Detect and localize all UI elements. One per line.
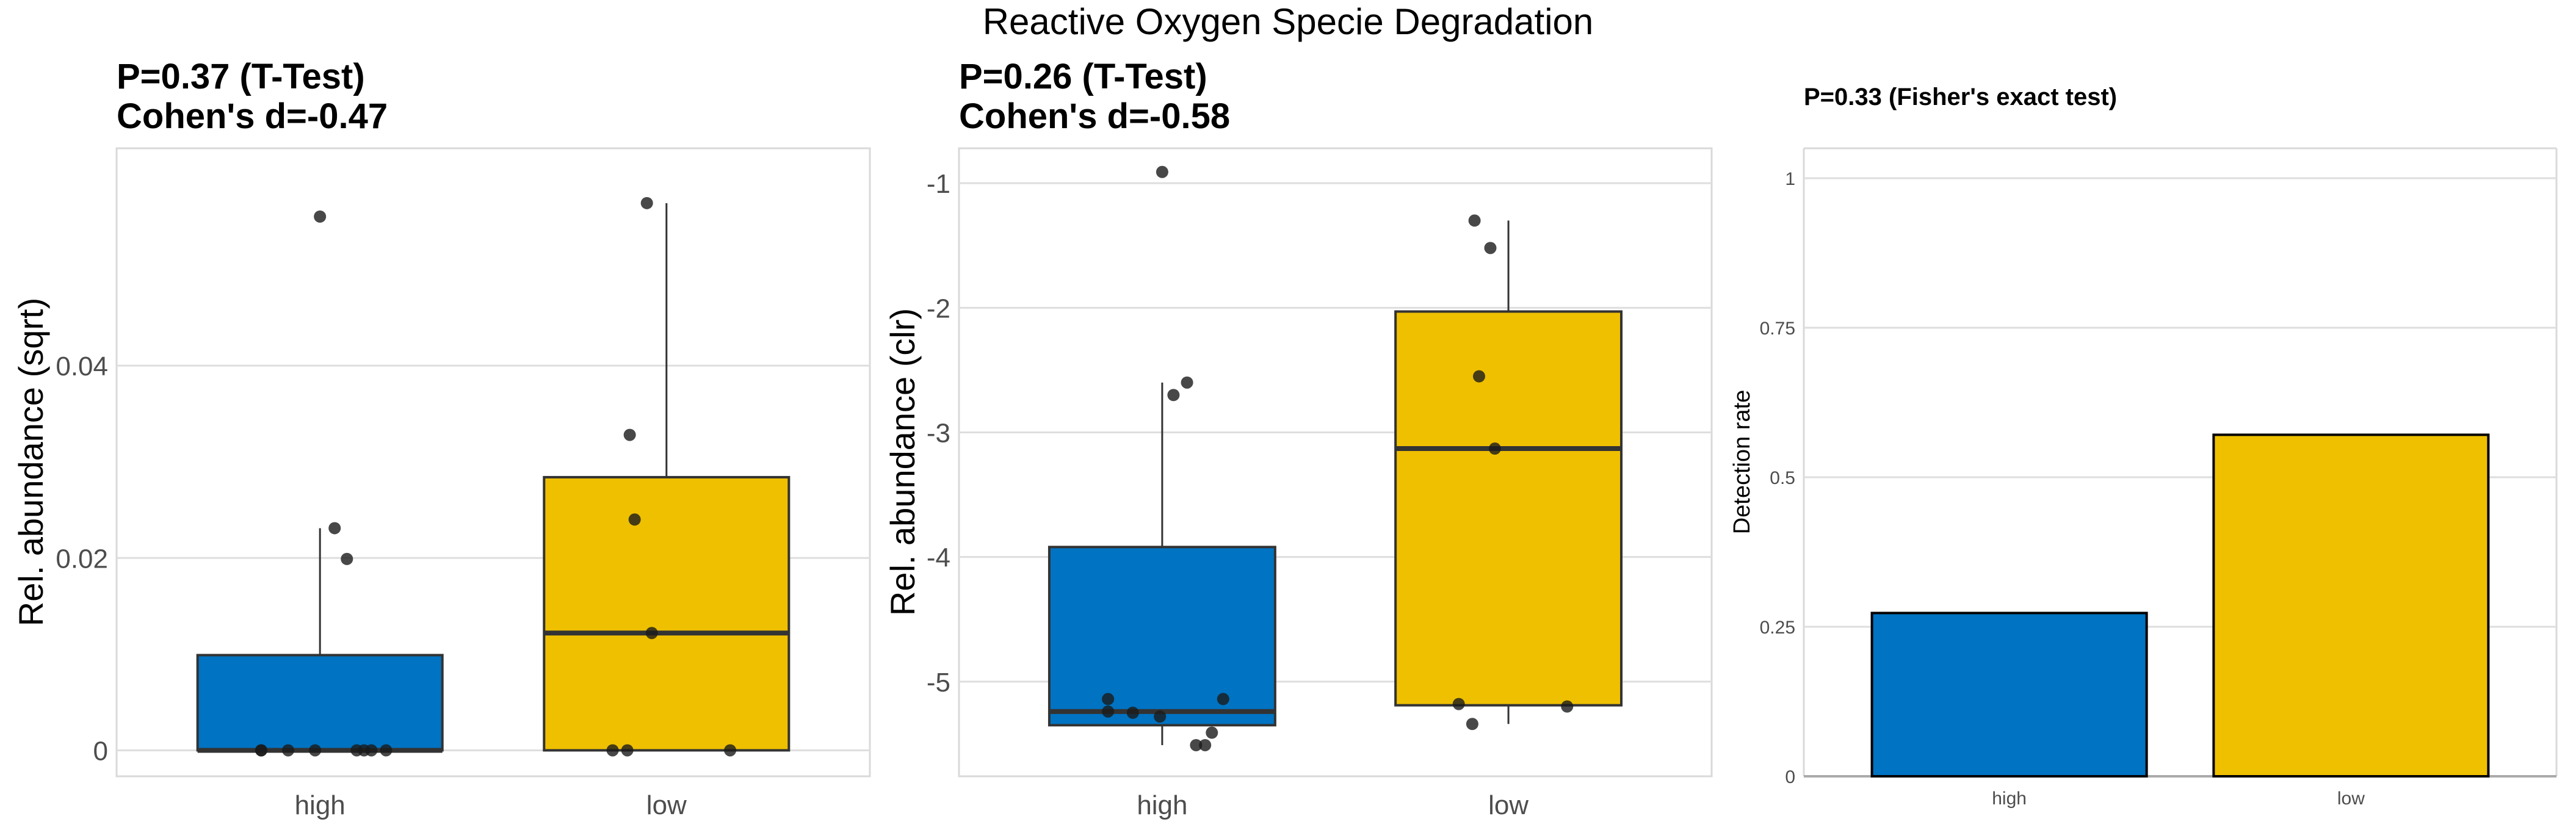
- data-point-low: [1484, 242, 1497, 254]
- data-point-low: [724, 744, 737, 757]
- data-point-high: [1217, 693, 1229, 706]
- x-tick-label-low: low: [2337, 789, 2365, 809]
- y-tick-label: -5: [927, 668, 950, 698]
- panel-clr-abundance: P=0.26 (T-Test) Cohen's d=-0.58 Rel. abu…: [883, 57, 1713, 820]
- y-tick-label: 1: [1785, 169, 1795, 189]
- data-point-high: [341, 552, 353, 565]
- plot-panel-border: [115, 147, 871, 778]
- data-point-high: [380, 744, 393, 757]
- panel-2-title-pvalue: P=0.26 (T-Test): [959, 57, 1207, 96]
- data-point-high: [282, 744, 295, 757]
- y-tick-label: -3: [927, 419, 950, 449]
- data-point-low: [623, 428, 636, 441]
- data-point-high: [1181, 376, 1193, 389]
- panel-2-y-axis-label: Rel. abundance (clr): [883, 308, 922, 616]
- data-point-low: [628, 513, 641, 526]
- y-tick-label: 0: [93, 736, 108, 766]
- panel-3-y-axis-label: Detection rate: [1729, 390, 1755, 535]
- data-point-high: [309, 744, 322, 757]
- box-high: [196, 654, 444, 752]
- panel-3-title: P=0.33 (Fisher's exact test): [1804, 84, 2117, 110]
- x-tick-label-high: high: [295, 790, 346, 820]
- data-point-high: [1154, 710, 1167, 723]
- y-tick-label: 0.5: [1770, 468, 1795, 488]
- data-point-high: [314, 210, 327, 223]
- y-tick-label: -2: [927, 294, 950, 323]
- data-point-low: [1466, 718, 1478, 731]
- data-point-high: [1167, 389, 1180, 402]
- panel-2-title-cohens-d: Cohen's d=-0.58: [959, 96, 1230, 136]
- data-point-high: [1206, 726, 1218, 739]
- data-point-low: [1561, 700, 1574, 713]
- data-point-high: [1126, 706, 1139, 719]
- data-point-low: [621, 744, 634, 757]
- data-point-high: [255, 744, 267, 757]
- data-point-low: [1452, 698, 1465, 710]
- data-point-low: [606, 744, 619, 757]
- y-tick-label: 0: [1785, 767, 1795, 787]
- box-high: [1047, 546, 1276, 727]
- x-tick-label-high: high: [1137, 790, 1187, 820]
- y-tick-label: 0.04: [56, 352, 108, 381]
- data-point-high: [1190, 738, 1203, 751]
- data-point-low: [1488, 442, 1501, 455]
- y-tick-label: 0.02: [56, 544, 108, 574]
- data-point-high: [365, 744, 378, 757]
- y-tick-label: -1: [927, 169, 950, 199]
- panel-sqrt-abundance: P=0.37 (T-Test) Cohen's d=-0.47 Rel. abu…: [12, 57, 871, 820]
- y-tick-label: 0.25: [1760, 618, 1795, 638]
- bar-high: [1870, 612, 2148, 778]
- data-point-high: [1199, 738, 1212, 751]
- x-tick-label-high: high: [1992, 789, 2027, 809]
- data-point-high: [1102, 693, 1115, 706]
- data-point-low: [1468, 214, 1481, 227]
- box-low: [543, 475, 791, 752]
- data-point-low: [640, 197, 653, 209]
- panel-1-title-pvalue: P=0.37 (T-Test): [117, 57, 365, 96]
- y-tick-label: 0.75: [1760, 319, 1795, 339]
- data-point-high: [1156, 165, 1168, 178]
- x-tick-label-low: low: [1488, 790, 1529, 820]
- figure-title: Reactive Oxygen Specie Degradation: [983, 1, 1594, 42]
- y-tick-label: -4: [927, 543, 950, 573]
- data-point-high: [328, 522, 341, 535]
- data-point-low: [645, 627, 658, 640]
- data-point-low: [1473, 370, 1486, 383]
- panel-1-y-axis-label: Rel. abundance (sqrt): [12, 298, 50, 627]
- x-tick-label-low: low: [646, 790, 687, 820]
- box-low: [1394, 310, 1623, 707]
- data-point-high: [1102, 705, 1115, 718]
- plot-panel-border: [958, 147, 1713, 778]
- bar-low: [2212, 433, 2490, 778]
- panel-detection-rate: P=0.33 (Fisher's exact test) Detection r…: [1729, 84, 2558, 809]
- panel-1-title-cohens-d: Cohen's d=-0.47: [117, 96, 388, 136]
